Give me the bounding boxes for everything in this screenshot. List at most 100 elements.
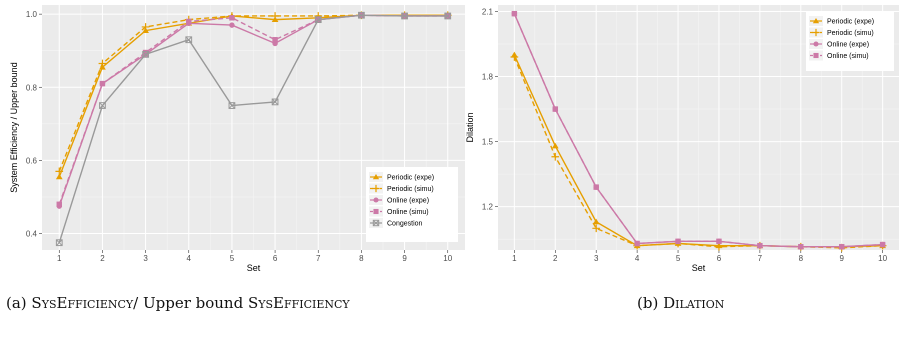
- y-tick-label: 0.8: [26, 83, 38, 92]
- caption-b: (b) Dilation: [637, 293, 724, 313]
- x-tick-label: 4: [635, 254, 640, 263]
- x-tick-label: 2: [100, 254, 105, 263]
- data-point: [56, 201, 62, 208]
- x-tick-label: 9: [402, 254, 407, 263]
- x-tick-label: 10: [878, 254, 887, 263]
- data-point: [358, 11, 365, 19]
- data-point: [716, 238, 722, 245]
- x-tick-label: 5: [230, 254, 235, 263]
- data-point: [510, 53, 519, 61]
- data-point: [186, 18, 192, 25]
- data-point: [229, 22, 235, 28]
- legend-label: Periodic (expe): [387, 175, 434, 182]
- caption-a: (a) SysEfficiency/ Upper bound SysEffici…: [6, 293, 446, 313]
- legend-label: Online (simu): [827, 53, 869, 60]
- y-axis-title: Dilation: [465, 112, 475, 142]
- data-point: [798, 244, 804, 250]
- x-tick-label: 6: [717, 254, 722, 263]
- legend: Periodic (expe) Periodic (simu) Online (ex…: [806, 11, 894, 71]
- data-point: [401, 12, 408, 20]
- series-congestion: [55, 11, 452, 247]
- legend-key-marker: [372, 184, 380, 193]
- chart-1: 1 2 3 4 5 6 7 8 9 10 0.4 0.6 0.8 1.0 Set System Efficie…: [9, 5, 465, 273]
- series-online-simu: [511, 10, 886, 250]
- data-point: [99, 102, 106, 109]
- legend-label: Periodic (expe): [827, 19, 874, 26]
- caption-b-dilation: Dilation: [663, 294, 725, 312]
- legend-key-marker: [813, 41, 819, 47]
- legend-key-marker: [373, 197, 379, 203]
- y-tick-label: 0.4: [26, 230, 38, 239]
- legend-key-marker: [812, 18, 820, 24]
- x-tick-label: 7: [758, 254, 763, 263]
- y-tick-label: 1.0: [26, 10, 38, 19]
- data-point: [142, 50, 149, 58]
- data-point: [229, 15, 235, 21]
- series-line: [513, 13, 883, 248]
- legend: Periodic (expe) Periodic (simu) Online (ex…: [366, 167, 458, 242]
- x-tick-label: 7: [316, 254, 321, 263]
- data-point: [593, 184, 599, 190]
- data-point: [444, 12, 452, 20]
- data-point: [757, 242, 763, 249]
- caption-b-prefix: (b): [637, 294, 664, 312]
- data-point: [634, 240, 640, 247]
- data-point: [99, 80, 106, 87]
- caption-a-middle: / Upper bound: [133, 294, 248, 312]
- x-axis-title: Set: [692, 263, 706, 273]
- x-tick-label: 3: [143, 254, 148, 263]
- y-tick-label: 1.5: [482, 138, 494, 147]
- data-point: [314, 16, 322, 24]
- legend-label: Online (expe): [827, 42, 869, 49]
- data-point: [98, 59, 107, 68]
- data-point: [55, 167, 64, 176]
- x-tick-label: 8: [799, 254, 804, 263]
- caption-a-sysefficiency-2: SysEfficiency: [247, 294, 350, 312]
- data-point: [551, 142, 559, 149]
- data-point: [141, 23, 150, 31]
- data-point: [55, 173, 63, 180]
- x-tick-label: 4: [187, 254, 192, 263]
- data-point: [879, 241, 886, 248]
- legend-key-marker: [373, 208, 379, 215]
- x-axis-title: Set: [247, 263, 261, 273]
- legend-key-marker: [372, 174, 380, 180]
- data-point: [675, 238, 681, 245]
- data-point: [551, 152, 560, 161]
- data-point: [185, 36, 193, 44]
- data-point: [552, 106, 559, 112]
- data-point: [228, 102, 236, 109]
- legend-key-marker: [813, 52, 819, 59]
- legend-label: Periodic (simu): [827, 30, 874, 37]
- series-line: [58, 14, 448, 243]
- x-tick-label: 10: [443, 254, 452, 263]
- data-point: [142, 49, 149, 56]
- data-point: [592, 224, 601, 233]
- caption-a-prefix: (a): [6, 294, 32, 312]
- legend-label: Online (simu): [387, 209, 429, 216]
- y-tick-label: 0.6: [26, 156, 38, 165]
- data-point: [271, 12, 279, 20]
- data-point: [511, 10, 518, 17]
- legend-key-marker: [812, 28, 820, 37]
- chart-2: 1 2 3 4 5 6 7 8 9 10 1.2 1.5 1.8 2.1 Set Dilation Period…: [465, 5, 899, 273]
- y-axis-title: System Efficiency / Upper bound: [9, 62, 19, 192]
- data-point: [55, 239, 63, 247]
- x-tick-label: 1: [512, 254, 517, 263]
- legend-label: Congestion: [387, 221, 423, 228]
- legend-key-marker: [372, 219, 380, 227]
- data-point: [838, 244, 845, 250]
- x-tick-label: 5: [676, 254, 681, 263]
- data-point: [592, 218, 600, 225]
- x-tick-label: 6: [273, 254, 278, 263]
- legend-label: Online (expe): [387, 198, 429, 205]
- x-tick-label: 9: [839, 254, 844, 263]
- y-tick-label: 1.2: [482, 203, 494, 212]
- y-tick-label: 1.8: [482, 73, 494, 82]
- x-tick-label: 3: [594, 254, 599, 263]
- data-point: [715, 242, 723, 251]
- series-line: [58, 14, 448, 205]
- data-point: [271, 98, 279, 106]
- x-tick-label: 8: [359, 254, 364, 263]
